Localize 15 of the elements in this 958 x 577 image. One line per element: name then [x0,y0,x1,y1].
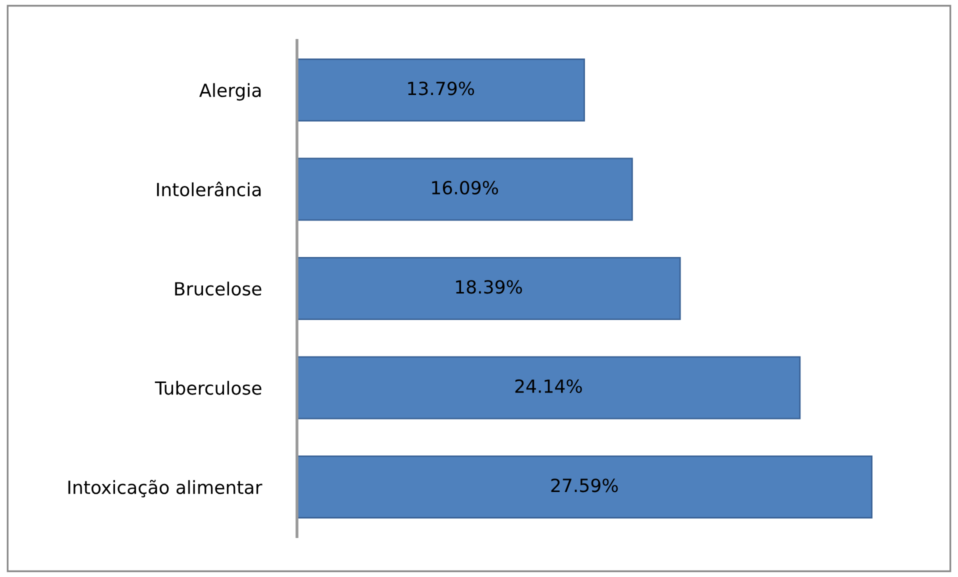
bar [296,58,585,122]
data-label: 13.79% [408,82,474,96]
bar [296,356,801,420]
y-tick-label: Intolerância [157,182,261,196]
bar [296,456,872,518]
y-tick-label: Alergia [199,83,261,101]
bar [296,257,681,320]
data-label: 24.14% [515,379,582,393]
bar [296,158,633,221]
y-tick-label: Intoxicação alimentar [68,480,262,498]
data-label: 27.59% [551,478,618,492]
y-tick-label: Brucelose [175,282,262,296]
y-tick-label: Tuberculose [154,380,262,395]
data-label: 18.39% [456,280,522,294]
data-label: 16.09% [432,180,498,194]
